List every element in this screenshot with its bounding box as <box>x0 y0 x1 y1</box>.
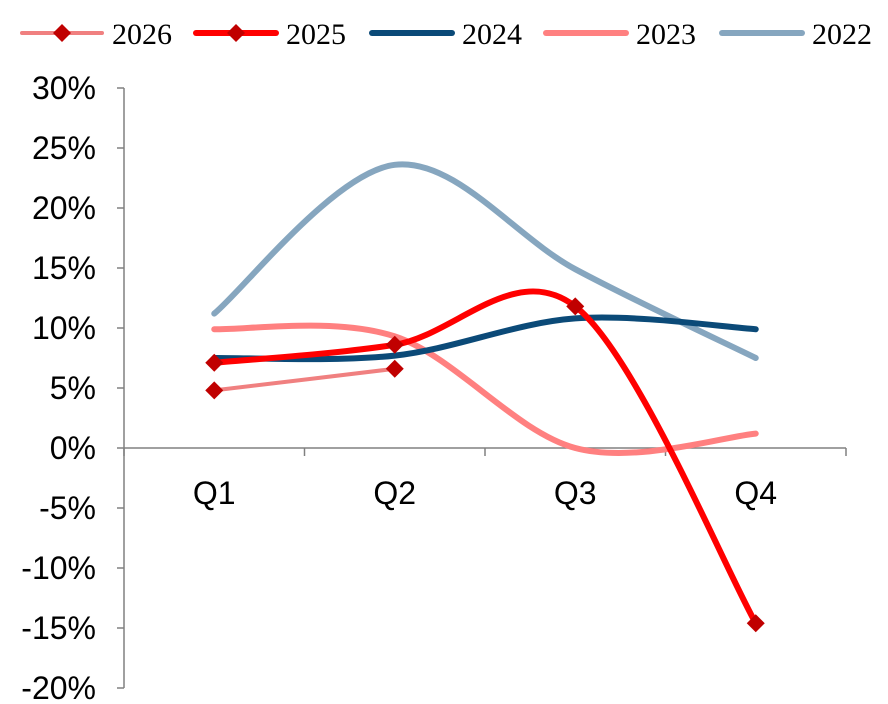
x-axis: Q1 Q2 Q3 Q4 <box>123 447 847 511</box>
legend-label: 2026 <box>112 18 172 51</box>
y-tick-label: 20% <box>32 190 96 226</box>
legend: 2026 2025 2024 2023 2022 <box>20 18 872 51</box>
legend-item-2023: 2023 <box>543 18 696 51</box>
legend-label: 2022 <box>812 18 872 51</box>
legend-label: 2023 <box>636 18 696 51</box>
legend-item-2026: 2026 <box>20 18 172 51</box>
y-tick-label: -20% <box>21 670 96 704</box>
y-tick-label: 10% <box>32 310 96 346</box>
legend-label: 2024 <box>462 18 522 51</box>
y-tick-label: 25% <box>32 130 96 166</box>
data-point-2026 <box>205 381 224 400</box>
data-point-2025 <box>566 297 585 316</box>
legend-marker <box>53 24 71 42</box>
data-point-2025 <box>385 335 404 354</box>
legend-item-2022: 2022 <box>719 18 872 51</box>
x-tick-label: Q4 <box>734 475 777 511</box>
y-tick-label: 15% <box>32 250 96 286</box>
legend-item-2024: 2024 <box>369 18 522 51</box>
y-tick-label: -10% <box>21 550 96 586</box>
series-line-2025 <box>211 288 759 627</box>
x-tick-label: Q3 <box>554 475 597 511</box>
legend-label: 2025 <box>286 18 346 51</box>
y-tick-label: 0% <box>50 430 96 466</box>
y-tick-label: 30% <box>32 70 96 106</box>
x-tick-label: Q1 <box>193 475 236 511</box>
legend-item-2025: 2025 <box>193 18 346 51</box>
y-tick-label: 5% <box>50 370 96 406</box>
y-axis: 30% 25% 20% 15% 10% 5% 0% -5% -10% -15% -20% <box>21 70 125 704</box>
series-layer <box>205 161 765 633</box>
y-tick-label: -15% <box>21 610 96 646</box>
series-line-2022 <box>211 161 759 361</box>
y-tick-label: -5% <box>39 490 96 526</box>
series-line-2023 <box>211 322 759 456</box>
data-point-2026 <box>385 359 404 378</box>
series-line-2026 <box>212 366 397 393</box>
data-point-2025 <box>746 614 765 633</box>
legend-marker <box>227 24 245 42</box>
x-tick-label: Q2 <box>373 475 416 511</box>
data-point-2025 <box>205 353 224 372</box>
